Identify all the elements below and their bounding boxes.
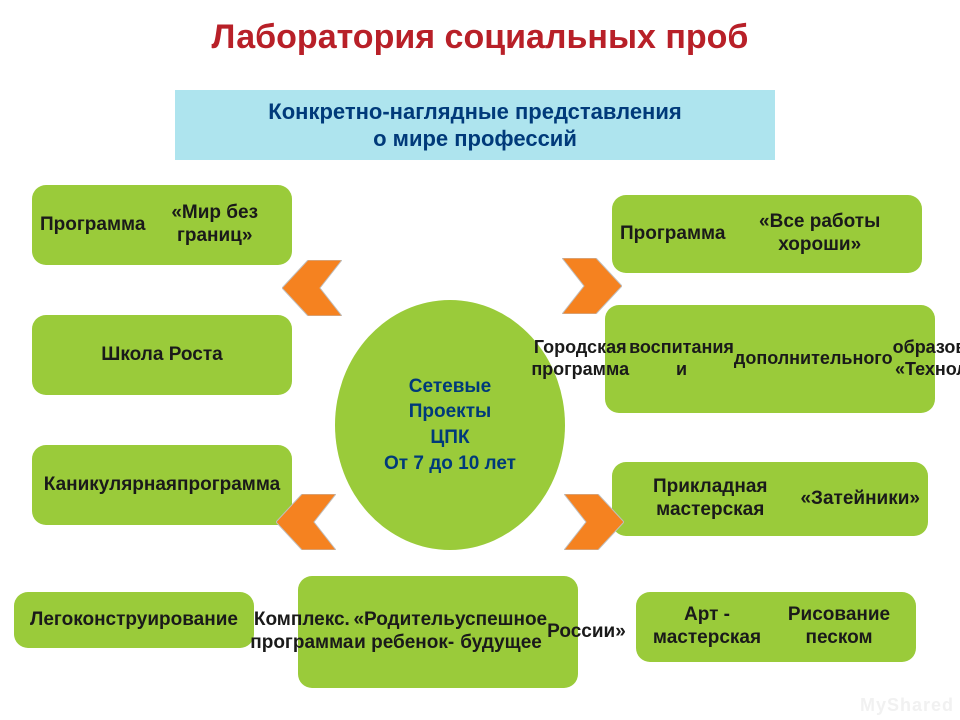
pill-line: «Родитель и ребенок- [353,609,455,655]
pill-line: России» [547,621,626,644]
pill-line: «Затейники» [800,488,920,511]
pill-line: Школа Роста [101,344,222,367]
subtitle-line-1: Конкретно-наглядные представления [268,98,681,126]
subtitle-box: Конкретно-наглядные представления о мире… [175,90,775,160]
page-title: Лаборатория социальных проб [0,18,960,57]
pill-line: программа [177,467,280,503]
pill-line: Комплекс. программа [250,609,353,655]
arrow-bottom-left [276,494,336,550]
watermark: MyShared [860,695,954,716]
pill-right-1: Программа«Все работы хороши» [612,195,922,273]
arrow-bottom-right [564,494,624,550]
arrow-top-right [562,258,622,314]
pill-left-1: Программа«Мир без границ» [32,185,292,265]
pill-line: Прикладная мастерская [620,476,800,522]
pill-line: Программа [40,214,145,237]
pill-line: Арт - мастерская [644,604,770,650]
pill-bottom-center: Комплекс. программа«Родитель и ребенок-у… [298,576,578,688]
arrow-top-left [282,260,342,316]
subtitle-line-2: о мире профессий [373,125,577,153]
pill-right-2: Городская программавоспитания идополните… [605,305,935,413]
pill-line: «Все работы хороши» [725,211,914,257]
pill-line: Программа [620,223,725,246]
pill-line: Рисование песком [770,604,908,650]
pill-line: Городская программа [531,337,629,380]
pill-line: образования «Технолига» [893,337,960,380]
pill-line: Каникулярная [44,467,177,503]
center-line-4: От 7 до 10 лет [384,451,516,477]
center-line-2: Проекты [384,399,516,425]
pill-line: воспитания и [629,337,734,380]
pill-line: дополнительного [734,348,893,370]
pill-left-4: Легоконструирование [14,592,254,648]
pill-right-3: Прикладная мастерская«Затейники» [612,462,928,536]
pill-line: успешное будущее [455,609,547,655]
center-line-1: Сетевые [384,374,516,400]
pill-left-2: Школа Роста [32,315,292,395]
pill-line: Легоконструирование [30,609,238,632]
pill-left-3: Каникулярнаяпрограмма [32,445,292,525]
pill-line: «Мир без границ» [145,202,284,248]
pill-right-4: Арт - мастерскаяРисование песком [636,592,916,662]
center-line-3: ЦПК [384,425,516,451]
